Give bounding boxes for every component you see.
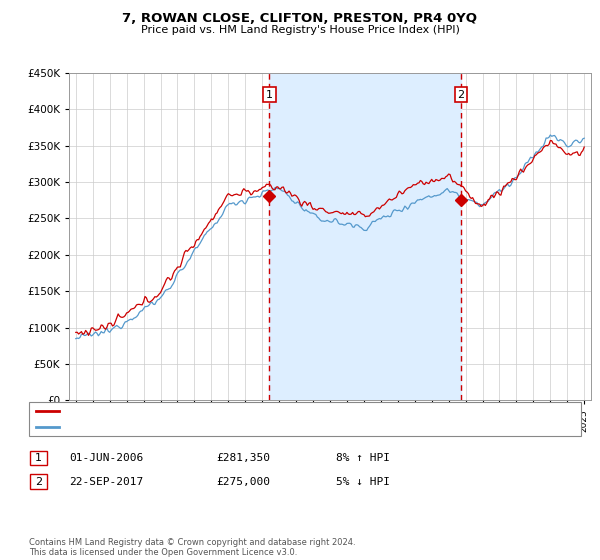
Text: 01-JUN-2006: 01-JUN-2006 bbox=[69, 453, 143, 463]
Text: 1: 1 bbox=[266, 90, 273, 100]
Text: 1: 1 bbox=[35, 453, 42, 463]
Text: Contains HM Land Registry data © Crown copyright and database right 2024.
This d: Contains HM Land Registry data © Crown c… bbox=[29, 538, 355, 557]
Text: 2: 2 bbox=[35, 477, 42, 487]
Text: 2: 2 bbox=[457, 90, 464, 100]
Text: £281,350: £281,350 bbox=[216, 453, 270, 463]
Text: Price paid vs. HM Land Registry's House Price Index (HPI): Price paid vs. HM Land Registry's House … bbox=[140, 25, 460, 35]
Text: 7, ROWAN CLOSE, CLIFTON, PRESTON, PR4 0YQ: 7, ROWAN CLOSE, CLIFTON, PRESTON, PR4 0Y… bbox=[122, 12, 478, 25]
Text: 8% ↑ HPI: 8% ↑ HPI bbox=[336, 453, 390, 463]
Text: 7, ROWAN CLOSE, CLIFTON, PRESTON, PR4 0YQ (detached house): 7, ROWAN CLOSE, CLIFTON, PRESTON, PR4 0Y… bbox=[64, 407, 391, 417]
Text: 22-SEP-2017: 22-SEP-2017 bbox=[69, 477, 143, 487]
Text: 5% ↓ HPI: 5% ↓ HPI bbox=[336, 477, 390, 487]
Text: £275,000: £275,000 bbox=[216, 477, 270, 487]
Text: HPI: Average price, detached house, Fylde: HPI: Average price, detached house, Fyld… bbox=[64, 422, 274, 432]
Bar bbox=[269, 73, 461, 400]
